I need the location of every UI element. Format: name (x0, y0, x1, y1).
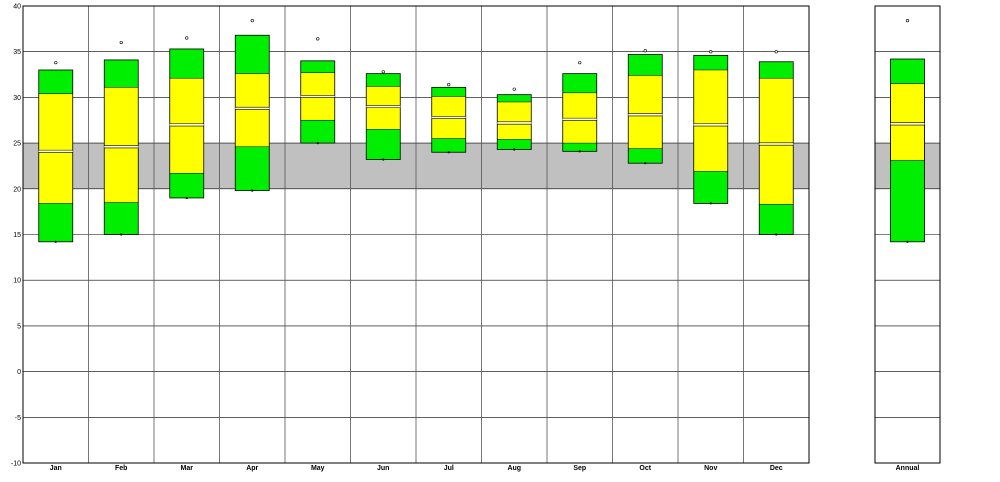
extreme-low-point-aug (513, 148, 516, 151)
y-tick-label: 30 (13, 95, 21, 102)
extreme-high-point-jan (54, 61, 58, 65)
extreme-high-point-jun (381, 70, 385, 74)
x-label-feb: Feb (115, 465, 127, 472)
frames-layer (22, 5, 941, 464)
extreme-low-point-sep (578, 150, 581, 153)
x-label-sep: Sep (573, 465, 586, 472)
extreme-low-point-jul (447, 151, 450, 154)
extreme-low-point-jun (382, 158, 385, 161)
x-label-jul: Jul (444, 465, 454, 472)
extreme-low-point-nov (709, 202, 712, 205)
y-axis-ticks: 40 35 30 25 20 15 10 5 0 -5 -10 (11, 4, 21, 468)
monthly-panel-frame (22, 5, 810, 464)
extreme-high-point-dec (774, 50, 778, 54)
box-inner-apr (235, 73, 270, 148)
x-label-oct: Oct (639, 465, 651, 472)
x-axis-labels: Jan Feb Mar Apr May Jun Jul Aug Sep Oct Nov Dec Annu… (50, 465, 920, 472)
y-tick-label: 20 (13, 186, 21, 193)
box-inner-aug (497, 101, 532, 140)
y-tick-label: 10 (13, 278, 21, 285)
x-label-annual: Annual (896, 465, 920, 472)
extreme-high-point-annual (905, 19, 910, 23)
box-inner-jan (38, 93, 73, 204)
x-label-may: May (311, 465, 325, 472)
extreme-high-point-feb (119, 40, 123, 45)
extreme-low-point-annual (906, 240, 909, 243)
box-inner-dec (759, 77, 794, 205)
box-inner-feb (104, 87, 139, 203)
extreme-low-point-jan (54, 240, 57, 243)
extreme-high-point-mar (185, 36, 189, 40)
box-inner-nov (693, 69, 728, 172)
extreme-low-point-oct (644, 162, 647, 165)
boxes-layer (38, 19, 925, 243)
extreme-low-point-apr (251, 189, 254, 192)
extreme-low-point-dec (775, 233, 778, 236)
y-tick-label: 40 (13, 4, 21, 11)
extreme-low-point-mar (185, 196, 188, 200)
y-tick-label: 35 (13, 49, 21, 56)
box-inner-oct (628, 75, 663, 149)
extreme-high-point-oct (643, 49, 647, 53)
grid-layer (23, 6, 940, 463)
y-tick-label: -5 (15, 415, 21, 422)
x-label-jan: Jan (50, 465, 62, 472)
x-label-apr: Apr (246, 465, 258, 472)
y-tick-label: 0 (17, 369, 21, 376)
y-tick-label: -10 (11, 461, 21, 468)
x-label-aug: Aug (507, 465, 521, 472)
extreme-high-point-apr (250, 19, 254, 23)
y-tick-label: 15 (13, 232, 21, 239)
x-label-dec: Dec (770, 465, 783, 472)
y-tick-label: 5 (17, 323, 21, 330)
box-inner-annual (890, 83, 925, 161)
extreme-low-point-feb (120, 233, 123, 236)
extreme-high-point-sep (578, 61, 582, 65)
x-label-jun: Jun (377, 465, 389, 472)
x-label-nov: Nov (704, 465, 717, 472)
extreme-high-point-jul (447, 83, 451, 87)
extreme-high-point-may (316, 37, 320, 41)
extreme-low-point-may (316, 142, 319, 145)
x-label-mar: Mar (181, 465, 194, 472)
annual-panel-frame (874, 5, 941, 464)
y-tick-label: 25 (13, 141, 21, 148)
extreme-high-point-nov (709, 50, 713, 54)
extreme-high-point-aug (512, 87, 516, 91)
